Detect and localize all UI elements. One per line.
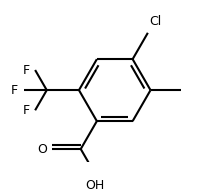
Text: F: F — [23, 63, 30, 77]
Text: F: F — [11, 84, 18, 97]
Text: F: F — [23, 104, 30, 117]
Text: OH: OH — [85, 179, 105, 191]
Text: Cl: Cl — [150, 15, 162, 28]
Text: O: O — [37, 142, 47, 155]
